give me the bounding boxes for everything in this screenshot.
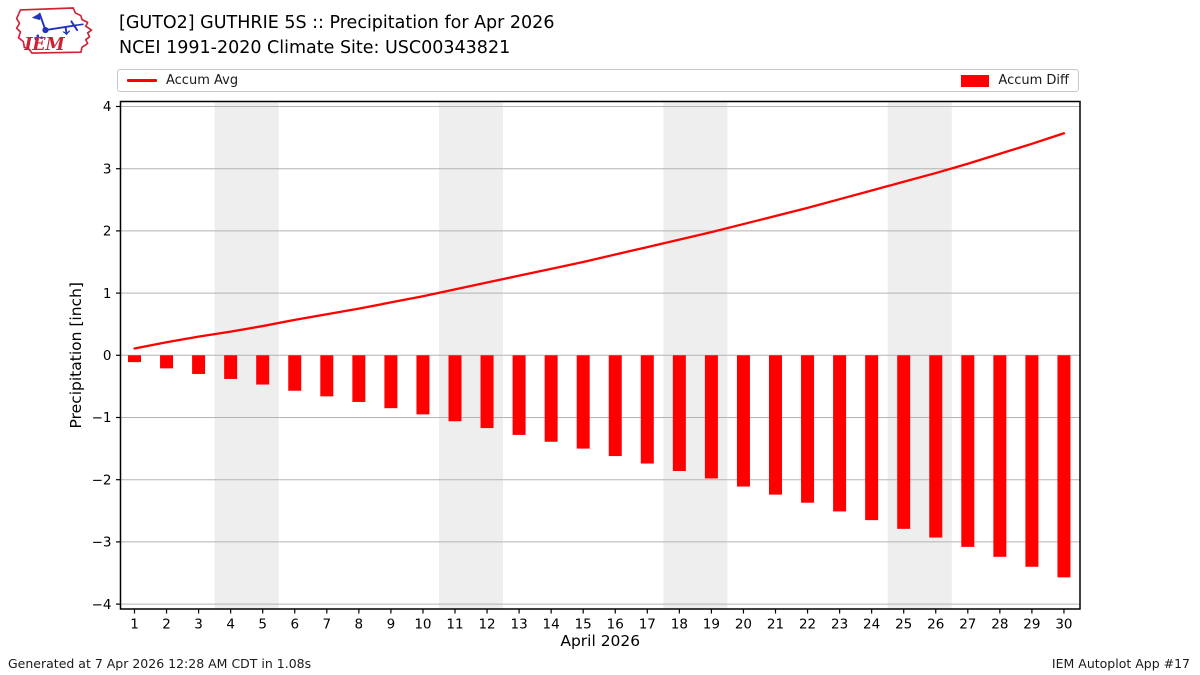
x-tick-label: 3: [194, 617, 203, 633]
x-tick-label: 29: [1023, 617, 1040, 633]
accum-diff-bar-swatch-icon: [961, 74, 990, 87]
x-tick-label: 4: [226, 617, 235, 633]
x-tick-label: 21: [767, 617, 784, 633]
x-tick-label: 26: [927, 617, 944, 633]
x-tick-label: 1: [130, 617, 139, 633]
x-tick-label: 2: [162, 617, 171, 633]
bar-day-21: [769, 355, 782, 495]
bar-day-22: [801, 355, 815, 503]
bar-day-3: [192, 355, 206, 374]
legend-label-accum-avg: Accum Avg: [166, 73, 239, 88]
bar-day-6: [288, 355, 302, 391]
chart-title: [GUTO2] GUTHRIE 5S :: Precipitation for …: [119, 13, 555, 33]
bar-day-12: [480, 355, 494, 429]
bar-day-27: [961, 355, 975, 547]
x-tick-labels: 1 2 3 4 5 6 7 8 9 10 11 12 13 14 15 16 17 18 19 20 21 22 23 24 2…: [130, 617, 1072, 633]
bar-day-5: [256, 355, 270, 385]
x-tick-label: 10: [414, 617, 431, 633]
legend-label-accum-diff: Accum Diff: [998, 73, 1069, 88]
bar-day-2: [160, 355, 174, 369]
y-tick-label: −1: [92, 410, 112, 426]
y-tick-labels: −4 −3 −2 −1 0 1 2 3 4: [92, 99, 112, 613]
bar-day-23: [833, 355, 847, 512]
x-tick-label: 20: [735, 617, 752, 633]
vane-hub-icon: [42, 27, 49, 34]
x-tick-label: 9: [387, 617, 396, 633]
bar-day-1: [128, 355, 141, 363]
bar-day-4: [224, 355, 238, 379]
legend-item-accum-diff: Accum Diff: [961, 73, 1069, 88]
y-tick-label: 3: [103, 161, 112, 177]
accum-diff-bars: [128, 355, 1071, 578]
y-tick-label: −2: [92, 472, 112, 488]
x-tick-label: 19: [703, 617, 720, 633]
x-tick-label: 28: [991, 617, 1008, 633]
x-tick-label: 12: [478, 617, 495, 633]
y-tick-label: 0: [103, 348, 112, 364]
weather-vane-icon: [31, 12, 84, 35]
bar-day-24: [865, 355, 879, 521]
x-tick-label: 15: [575, 617, 592, 633]
x-tick-label: 14: [543, 617, 560, 633]
x-tick-label: 25: [895, 617, 912, 633]
bar-day-28: [993, 355, 1007, 557]
x-tick-label: 8: [355, 617, 364, 633]
bar-day-19: [704, 355, 718, 479]
y-axis-title: Precipitation [inch]: [67, 282, 85, 428]
y-tick-label: 2: [103, 224, 112, 240]
bar-day-9: [384, 355, 398, 409]
x-tick-label: 24: [863, 617, 880, 633]
bar-day-10: [416, 355, 430, 415]
iem-logo: IEM: [15, 7, 93, 55]
bar-day-30: [1057, 355, 1071, 578]
y-tick-label: 1: [103, 286, 112, 302]
x-tick-label: 16: [607, 617, 624, 633]
chart-title-block: [GUTO2] GUTHRIE 5S :: Precipitation for …: [119, 11, 554, 61]
bar-day-8: [352, 355, 366, 402]
x-tick-label: 5: [258, 617, 267, 633]
bar-day-29: [1025, 355, 1039, 567]
y-tick-label: −4: [92, 597, 112, 613]
x-tick-label: 18: [671, 617, 688, 633]
accum-avg-line-swatch-icon: [127, 79, 157, 82]
x-axis-title: April 2026: [560, 632, 640, 650]
legend-item-accum-avg: Accum Avg: [127, 73, 238, 88]
logo-text: IEM: [23, 35, 65, 55]
bar-day-25: [897, 355, 911, 529]
y-tick-label: 4: [103, 99, 112, 115]
x-tick-label: 13: [511, 617, 528, 633]
bar-day-18: [672, 355, 686, 471]
bar-day-26: [929, 355, 943, 538]
app-credit: IEM Autoplot App #17: [1051, 656, 1190, 671]
x-tick-label: 30: [1055, 617, 1072, 633]
iowa-outline-icon: [15, 7, 93, 54]
bar-day-15: [576, 355, 590, 449]
gridlines: [120, 106, 1080, 605]
x-tick-label: 23: [831, 617, 848, 633]
x-tick-label: 22: [799, 617, 816, 633]
bar-day-14: [544, 355, 558, 442]
bar-day-7: [320, 355, 334, 397]
bar-day-11: [448, 355, 462, 422]
x-tick-label: 17: [639, 617, 656, 633]
bar-day-20: [736, 355, 750, 487]
x-tick-label: 27: [959, 617, 976, 633]
x-tick-label: 7: [323, 617, 332, 633]
bar-day-17: [640, 355, 654, 464]
vane-dots-icon: [34, 34, 43, 41]
bar-day-16: [608, 355, 622, 457]
x-tick-label: 11: [446, 617, 463, 633]
accum-avg-line: [133, 132, 1066, 350]
y-tick-label: −3: [92, 535, 112, 551]
axis-ticks: [116, 105, 1065, 614]
generated-timestamp: Generated at 7 Apr 2026 12:28 AM CDT in …: [8, 656, 312, 671]
x-tick-label: 6: [290, 617, 299, 633]
legend: Accum Avg Accum Diff: [117, 69, 1079, 92]
chart-subtitle: NCEI 1991-2020 Climate Site: USC00343821: [119, 38, 511, 58]
bar-day-13: [512, 355, 526, 435]
